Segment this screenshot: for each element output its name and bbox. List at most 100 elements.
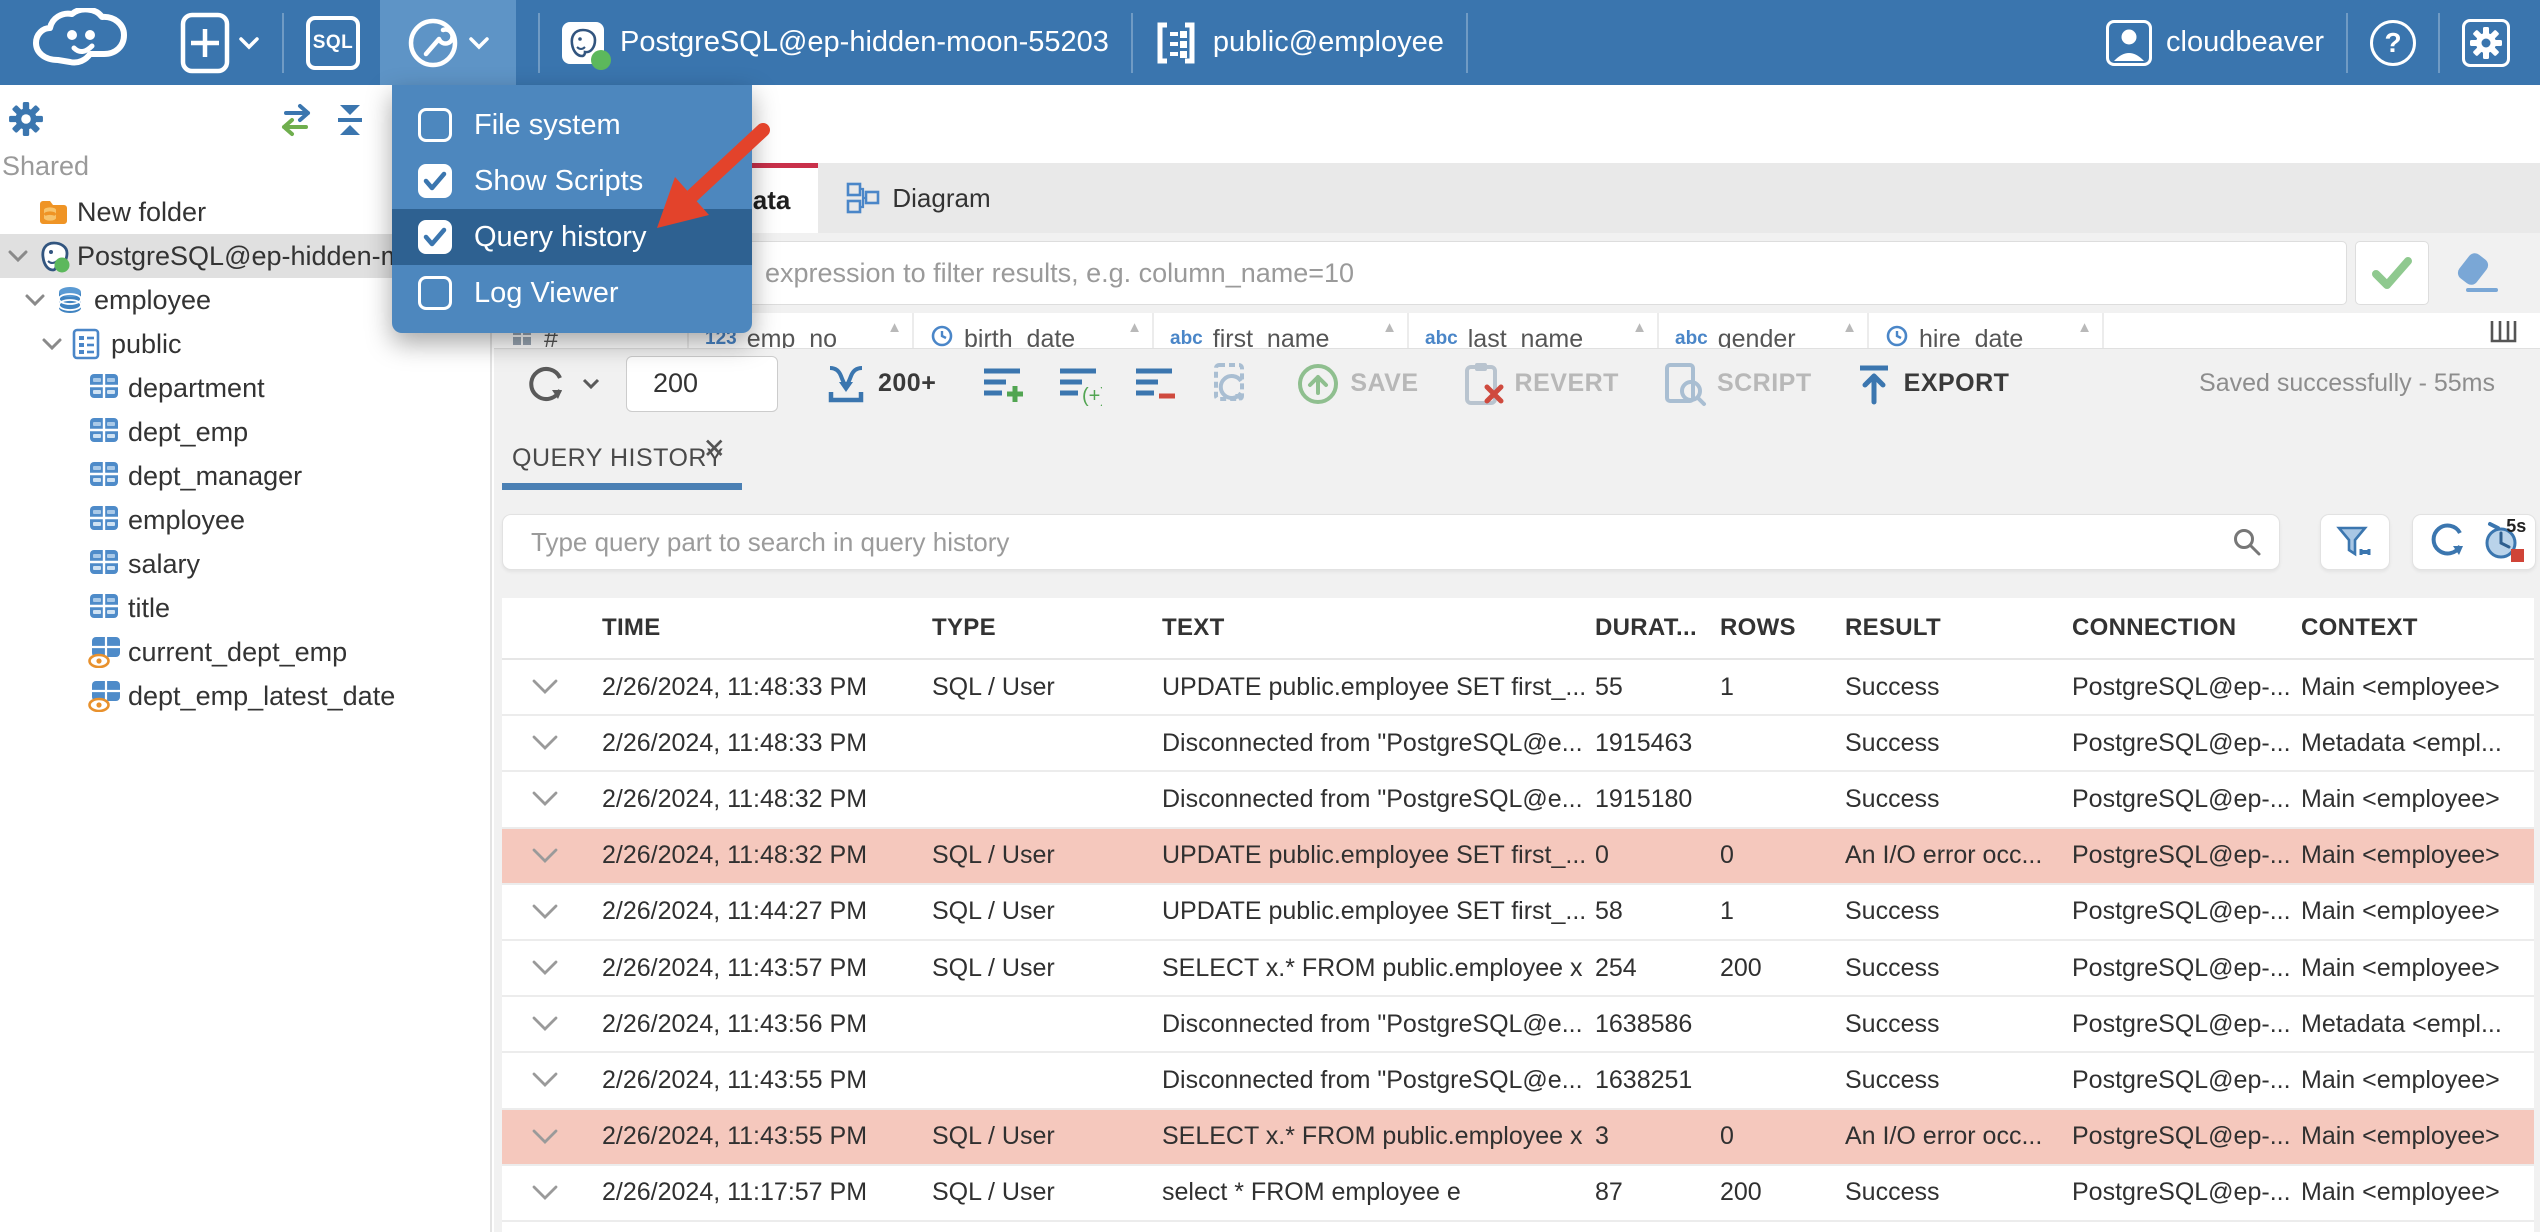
tree-item-new-folder[interactable]: New folder bbox=[0, 190, 490, 234]
query-history-search-input[interactable] bbox=[502, 514, 2280, 570]
row-expand-chevron-icon[interactable] bbox=[502, 1071, 602, 1089]
fetch-more-button[interactable]: 200+ bbox=[824, 362, 936, 406]
query-history-row[interactable]: 2/26/2024, 11:43:55 PM SQL / User SELECT x… bbox=[502, 1109, 2534, 1166]
tree-item-dept-emp-latest-date[interactable]: dept_emp_latest_date bbox=[0, 674, 490, 718]
grid-column-first_name[interactable]: abc first_name ▲▼ bbox=[1154, 313, 1409, 348]
sort-icon[interactable]: ▲▼ bbox=[887, 319, 902, 336]
tab-diagram[interactable]: Diagram bbox=[818, 163, 1018, 233]
duplicate-row-button[interactable]: (+) bbox=[1056, 362, 1102, 406]
tree-item-current-dept-emp[interactable]: current_dept_emp bbox=[0, 630, 490, 674]
tree-item-salary[interactable]: salary bbox=[0, 542, 490, 586]
row-expand-chevron-icon[interactable] bbox=[502, 903, 602, 921]
tree-item-public[interactable]: public bbox=[0, 322, 490, 366]
sync-connection-button[interactable] bbox=[276, 103, 316, 142]
sort-icon[interactable]: ▲▼ bbox=[1842, 319, 1857, 336]
column-header-durat[interactable]: DURAT... bbox=[1595, 614, 1697, 641]
query-history-row[interactable]: 2/26/2024, 11:43:57 PM SQL / User SELECT x… bbox=[502, 941, 2534, 998]
script-icon bbox=[1664, 362, 1706, 406]
refresh-history-button[interactable] bbox=[2426, 518, 2470, 567]
checkbox-checked-icon[interactable] bbox=[418, 164, 452, 198]
column-header-text[interactable]: TEXT bbox=[1162, 614, 1225, 641]
tree-expand-chevron-icon[interactable] bbox=[22, 293, 48, 307]
checkbox-checked-icon[interactable] bbox=[418, 220, 452, 254]
row-limit-input[interactable] bbox=[626, 355, 778, 412]
checkbox-unchecked-icon[interactable] bbox=[418, 108, 452, 142]
row-expand-chevron-icon[interactable] bbox=[502, 1128, 602, 1146]
table-icon bbox=[88, 460, 120, 492]
tree-expand-chevron-icon[interactable] bbox=[5, 249, 31, 263]
query-history-row[interactable]: 2/26/2024, 11:48:32 PM SQL / User UPDATE p… bbox=[502, 828, 2534, 885]
tree-item-employee[interactable]: employee bbox=[0, 498, 490, 542]
user-menu[interactable]: cloudbeaver bbox=[2106, 19, 2324, 66]
column-header-result[interactable]: RESULT bbox=[1845, 614, 1942, 641]
query-history-tab[interactable]: QUERY HISTORY ✕ bbox=[502, 430, 742, 490]
close-icon[interactable]: ✕ bbox=[702, 433, 726, 464]
help-button[interactable]: ? bbox=[2370, 19, 2416, 66]
cell-connection: PostgreSQL@ep-... bbox=[2072, 1065, 2291, 1094]
column-header-type[interactable]: TYPE bbox=[932, 614, 996, 641]
checkbox-unchecked-icon[interactable] bbox=[418, 276, 452, 310]
cell-duration: 1638586 bbox=[1595, 1009, 1693, 1038]
row-expand-chevron-icon[interactable] bbox=[502, 1015, 602, 1033]
grid-column-gender[interactable]: abc gender ▲▼ bbox=[1659, 313, 1869, 348]
menu-item-query-history[interactable]: Query history bbox=[392, 209, 752, 265]
sidebar-settings-button[interactable] bbox=[8, 101, 44, 142]
column-header-context[interactable]: CONTEXT bbox=[2301, 614, 2418, 641]
tree-item-dept-manager[interactable]: dept_manager bbox=[0, 454, 490, 498]
query-history-row[interactable]: 2/26/2024, 11:48:33 PM Disconnected from … bbox=[502, 716, 2534, 773]
apply-filter-button[interactable] bbox=[2355, 241, 2429, 305]
row-expand-chevron-icon[interactable] bbox=[502, 1184, 602, 1202]
grid-column-birth_date[interactable]: birth_date ▲▼ bbox=[914, 313, 1154, 348]
column-header-time[interactable]: TIME bbox=[602, 614, 661, 641]
auto-refresh-timer-button[interactable]: 5s bbox=[2482, 516, 2526, 564]
cell-connection: PostgreSQL@ep-... bbox=[2072, 953, 2291, 982]
export-button[interactable]: EXPORT bbox=[1854, 362, 2010, 406]
refresh-button[interactable] bbox=[522, 359, 600, 409]
query-history-row[interactable]: 2/26/2024, 11:44:27 PM SQL / User UPDATE p… bbox=[502, 885, 2534, 941]
query-history-row[interactable]: 2/26/2024, 11:43:55 PM Disconnected from … bbox=[502, 1053, 2534, 1110]
sort-icon[interactable]: ▲▼ bbox=[1632, 319, 1647, 336]
sort-icon[interactable]: ▲▼ bbox=[1382, 319, 1397, 336]
tree-item-department[interactable]: department bbox=[0, 366, 490, 410]
revert-button[interactable]: REVERT bbox=[1461, 361, 1619, 407]
query-history-row[interactable]: 2/26/2024, 11:43:56 PM Disconnected from … bbox=[502, 997, 2534, 1054]
grid-column-hire_date[interactable]: hire_date ▲▼ bbox=[1869, 313, 2104, 348]
row-expand-chevron-icon[interactable] bbox=[502, 678, 602, 696]
tree-item-dept-emp[interactable]: dept_emp bbox=[0, 410, 490, 454]
copy-result-button[interactable] bbox=[1208, 361, 1254, 407]
filter-expression-input[interactable] bbox=[502, 241, 2347, 305]
grid-columns-icon[interactable] bbox=[2488, 319, 2518, 348]
grid-column-last_name[interactable]: abc last_name ▲▼ bbox=[1409, 313, 1659, 348]
add-row-button[interactable] bbox=[980, 362, 1026, 406]
settings-button[interactable] bbox=[2462, 18, 2510, 67]
query-history-row[interactable]: 2/26/2024, 11:48:32 PM Disconnected from … bbox=[502, 772, 2534, 829]
menu-item-log-viewer[interactable]: Log Viewer bbox=[392, 265, 752, 321]
sort-icon[interactable]: ▲▼ bbox=[2077, 319, 2092, 336]
row-expand-chevron-icon[interactable] bbox=[502, 790, 602, 808]
sort-icon[interactable]: ▲▼ bbox=[1127, 319, 1142, 336]
tree-expand-chevron-icon[interactable] bbox=[39, 337, 65, 351]
delete-row-button[interactable] bbox=[1132, 362, 1178, 406]
row-expand-chevron-icon[interactable] bbox=[502, 959, 602, 977]
grid-column-emp_no[interactable]: 123 emp_no ▲▼ bbox=[689, 313, 914, 348]
column-header-connection[interactable]: CONNECTION bbox=[2072, 614, 2237, 641]
column-header-rows[interactable]: ROWS bbox=[1720, 614, 1796, 641]
script-button[interactable]: SCRIPT bbox=[1661, 361, 1812, 407]
row-expand-chevron-icon[interactable] bbox=[502, 847, 602, 865]
connection-selector[interactable]: PostgreSQL@ep-hidden-moon-55203 bbox=[562, 21, 1109, 70]
schema-selector[interactable]: public@employee bbox=[1155, 20, 1444, 66]
query-history-row[interactable]: 2/26/2024, 11:48:33 PM SQL / User UPDATE p… bbox=[502, 660, 2534, 717]
collapse-tree-button[interactable] bbox=[332, 101, 368, 144]
new-connection-button[interactable] bbox=[180, 12, 260, 74]
tree-item-title[interactable]: title bbox=[0, 586, 490, 630]
tree-item-employee[interactable]: employee bbox=[0, 278, 490, 322]
tools-menu-button[interactable] bbox=[380, 0, 516, 85]
clear-filter-button[interactable] bbox=[2443, 241, 2507, 305]
menu-item-show-scripts[interactable]: Show Scripts bbox=[392, 153, 752, 209]
row-expand-chevron-icon[interactable] bbox=[502, 734, 602, 752]
save-button[interactable]: SAVE bbox=[1296, 362, 1418, 406]
menu-item-file-system[interactable]: File system bbox=[392, 97, 752, 153]
query-history-row[interactable]: 2/26/2024, 11:17:57 PM SQL / User select *… bbox=[502, 1166, 2534, 1222]
sql-editor-button[interactable]: SQL bbox=[306, 15, 360, 70]
query-history-filter-button[interactable] bbox=[2320, 514, 2390, 570]
